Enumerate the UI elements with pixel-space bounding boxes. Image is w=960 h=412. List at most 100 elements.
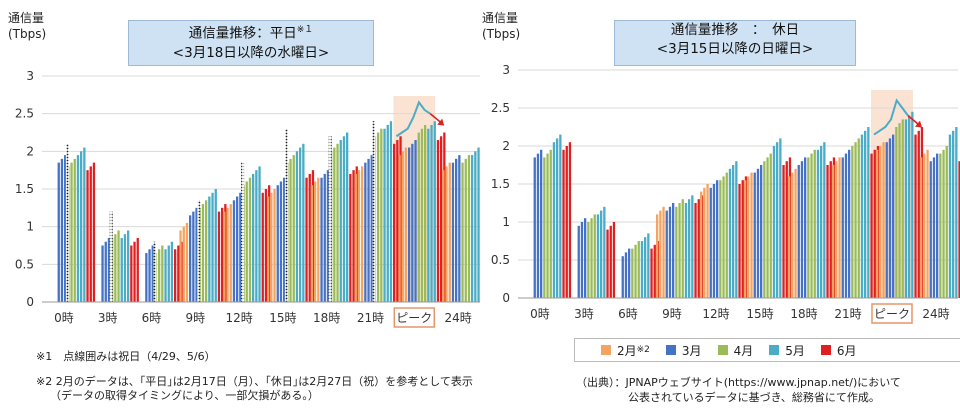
left-bar bbox=[310, 185, 314, 302]
left-bar bbox=[442, 170, 445, 302]
right-bar bbox=[794, 168, 797, 298]
legend-item: 5月 bbox=[769, 342, 805, 359]
left-bar bbox=[364, 162, 367, 302]
note-holiday: ※1 点線囲みは祝日（4/29、5/6） bbox=[36, 350, 216, 363]
left-ytick-label: 0.5 bbox=[15, 257, 34, 271]
left-bar bbox=[273, 189, 276, 302]
left-bar bbox=[417, 132, 420, 302]
left-bar bbox=[411, 143, 414, 302]
left-bar bbox=[123, 234, 127, 302]
right-ylabel-line1: 通信量 bbox=[482, 11, 519, 25]
right-bar bbox=[813, 149, 816, 298]
right-xtick-label: 6時 bbox=[618, 307, 638, 321]
left-holiday-bar bbox=[284, 128, 288, 302]
right-bar bbox=[735, 161, 738, 298]
left-bar bbox=[408, 147, 411, 302]
left-bar bbox=[239, 192, 242, 302]
left-bar bbox=[223, 211, 226, 302]
right-bar bbox=[851, 146, 854, 298]
right-bar bbox=[722, 176, 725, 298]
left-holiday-bar bbox=[241, 162, 245, 302]
legend-item: 6月 bbox=[820, 342, 856, 359]
left-peak-arrowhead bbox=[437, 118, 445, 126]
left-bar bbox=[179, 230, 182, 302]
source-line2: 公表されているデータに基づき、総務省にて作成。 bbox=[628, 391, 880, 404]
right-bar bbox=[779, 138, 782, 298]
right-xtick-label: 3時 bbox=[574, 307, 594, 321]
right-bar bbox=[838, 157, 841, 298]
left-xtick-label: 12時 bbox=[225, 311, 252, 325]
right-xtick-label: 18時 bbox=[790, 307, 817, 321]
right-bar bbox=[631, 248, 634, 298]
right-bar bbox=[647, 233, 650, 298]
left-bar bbox=[389, 121, 393, 302]
left-bar bbox=[314, 181, 317, 302]
right-bar bbox=[609, 225, 612, 298]
left-bar bbox=[136, 237, 139, 302]
left-bar bbox=[283, 177, 286, 302]
left-bar bbox=[73, 158, 76, 302]
right-bar bbox=[600, 210, 603, 298]
left-bar bbox=[357, 170, 361, 302]
right-bar bbox=[703, 187, 706, 298]
left-bar bbox=[414, 140, 417, 302]
left-bar bbox=[192, 211, 195, 302]
right-ytick-label: 1 bbox=[502, 215, 510, 229]
right-ytick-label: 2.5 bbox=[491, 101, 510, 115]
right-bar bbox=[804, 157, 807, 298]
right-ytick-label: 0.5 bbox=[491, 253, 510, 267]
right-bar bbox=[816, 149, 820, 298]
right-bar bbox=[533, 157, 536, 298]
left-bar bbox=[424, 124, 427, 302]
right-bar bbox=[923, 153, 926, 298]
right-ytick-label: 1.5 bbox=[491, 177, 510, 191]
right-bar bbox=[901, 119, 904, 299]
left-bar bbox=[352, 170, 355, 302]
right-bar bbox=[820, 146, 823, 298]
left-bar bbox=[60, 158, 64, 302]
right-bar bbox=[603, 206, 606, 298]
left-xtick-label: 21時 bbox=[357, 311, 384, 325]
right-bar bbox=[753, 172, 756, 298]
right-bar bbox=[788, 176, 791, 298]
left-bar bbox=[130, 245, 133, 302]
right-bar bbox=[772, 146, 776, 298]
left-bar bbox=[361, 166, 364, 302]
left-holiday-bar bbox=[109, 211, 113, 302]
right-bar bbox=[914, 134, 917, 298]
left-bar bbox=[264, 189, 268, 302]
left-bar bbox=[245, 181, 248, 302]
right-bar bbox=[835, 161, 838, 298]
right-bar bbox=[716, 180, 719, 298]
right-bar bbox=[596, 214, 600, 298]
left-bar bbox=[420, 128, 424, 302]
right-ytick-label: 0 bbox=[502, 291, 510, 305]
left-bar bbox=[164, 249, 167, 302]
left-holiday-bar bbox=[328, 136, 332, 302]
right-bar bbox=[681, 199, 684, 298]
left-bar bbox=[255, 170, 258, 302]
right-bar bbox=[885, 142, 888, 298]
left-bar bbox=[396, 140, 399, 302]
right-bar bbox=[662, 206, 665, 298]
right-bar bbox=[549, 149, 552, 298]
left-holiday-bar bbox=[372, 121, 376, 302]
left-bar bbox=[211, 192, 214, 302]
legend-swatch bbox=[769, 345, 780, 355]
right-bar bbox=[562, 149, 565, 298]
left-bar bbox=[471, 155, 474, 302]
left-bar bbox=[261, 192, 264, 302]
right-bar bbox=[719, 180, 722, 298]
left-bar bbox=[217, 211, 221, 302]
legend-swatch bbox=[601, 345, 611, 355]
right-bar bbox=[644, 237, 647, 298]
right-bar bbox=[546, 153, 549, 298]
right-bar bbox=[694, 203, 697, 298]
right-bar bbox=[700, 191, 703, 298]
left-ylabel-line2: (Tbps) bbox=[8, 27, 47, 41]
left-bar bbox=[127, 230, 130, 302]
right-xtick-label: 12時 bbox=[702, 307, 729, 321]
left-bar bbox=[440, 136, 443, 302]
left-bar bbox=[346, 132, 349, 302]
left-bar bbox=[317, 177, 320, 302]
